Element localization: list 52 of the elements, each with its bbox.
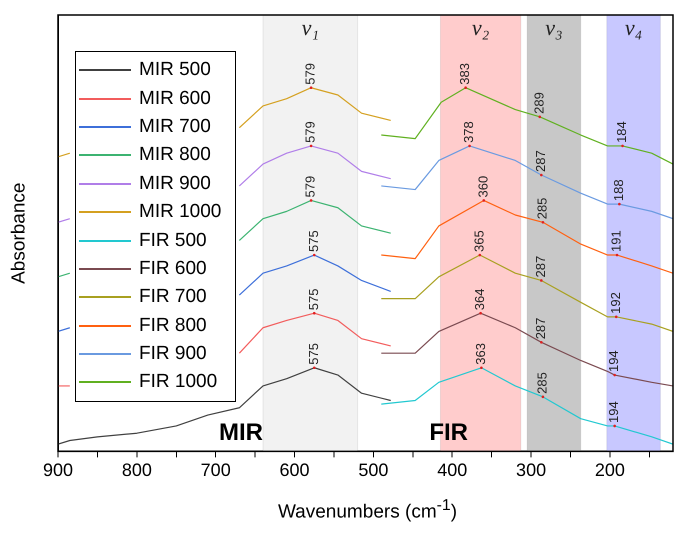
annotation: 285 — [534, 198, 550, 220]
x-tick-label: 300 — [516, 460, 546, 480]
annotation: 360 — [475, 176, 490, 198]
annotation: 365 — [471, 230, 486, 252]
band-label: v₁ — [302, 14, 320, 40]
annotation: 287 — [532, 256, 548, 278]
x-tick-label: 700 — [200, 460, 231, 480]
annotation: 579 — [302, 121, 318, 143]
x-tick-label: 500 — [358, 460, 388, 480]
annotation: 194 — [606, 401, 622, 423]
annotation: MIR — [219, 419, 263, 446]
annotation: 364 — [472, 288, 488, 310]
legend-label: MIR 700 — [139, 116, 211, 138]
legend-label: FIR 800 — [139, 314, 207, 337]
annotation: 289 — [531, 92, 546, 114]
legend-label: MIR 1000 — [139, 201, 222, 224]
annotation: 192 — [608, 292, 623, 314]
annotation: 575 — [306, 230, 321, 252]
annotation: 287 — [532, 150, 548, 172]
legend-label: FIR 1000 — [139, 371, 218, 394]
band-label: v₂ — [472, 14, 490, 40]
legend-label: MIR 600 — [139, 88, 211, 110]
annotation: 194 — [606, 350, 622, 372]
legend-label: FIR 500 — [139, 230, 207, 252]
x-tick-label: 200 — [594, 460, 625, 480]
annotation: 575 — [306, 288, 321, 310]
x-tick-label: 400 — [437, 460, 468, 480]
y-axis-title: Absorbance — [8, 182, 30, 284]
band-label: v₃ — [545, 14, 563, 40]
annotation: 579 — [302, 176, 318, 198]
x-tick-label: 600 — [280, 460, 310, 480]
band-label: v₄ — [624, 14, 642, 40]
annotation: 188 — [610, 179, 626, 202]
legend-label: MIR 500 — [139, 59, 211, 82]
legend-label: MIR 800 — [139, 144, 211, 166]
x-tick-label: 900 — [42, 460, 74, 480]
legend-label: MIR 900 — [139, 172, 211, 195]
x-tick-label: 800 — [122, 460, 152, 480]
legend-label: FIR 700 — [139, 286, 207, 308]
annotation: 378 — [461, 121, 476, 143]
x-axis-title: Wavenumbers (cm$^{-1}$) — [276, 497, 458, 524]
legend-label: FIR 900 — [139, 343, 207, 366]
annotation: 285 — [534, 372, 550, 394]
annotation: 184 — [614, 121, 630, 143]
annotation: FIR — [429, 419, 468, 446]
legend-label: FIR 600 — [139, 258, 207, 280]
annotation: 363 — [472, 343, 488, 365]
annotation: 383 — [457, 63, 472, 85]
annotation: 579 — [302, 63, 318, 85]
annotation: 575 — [306, 343, 321, 365]
annotation: 287 — [532, 318, 548, 340]
annotation: 191 — [608, 230, 624, 252]
